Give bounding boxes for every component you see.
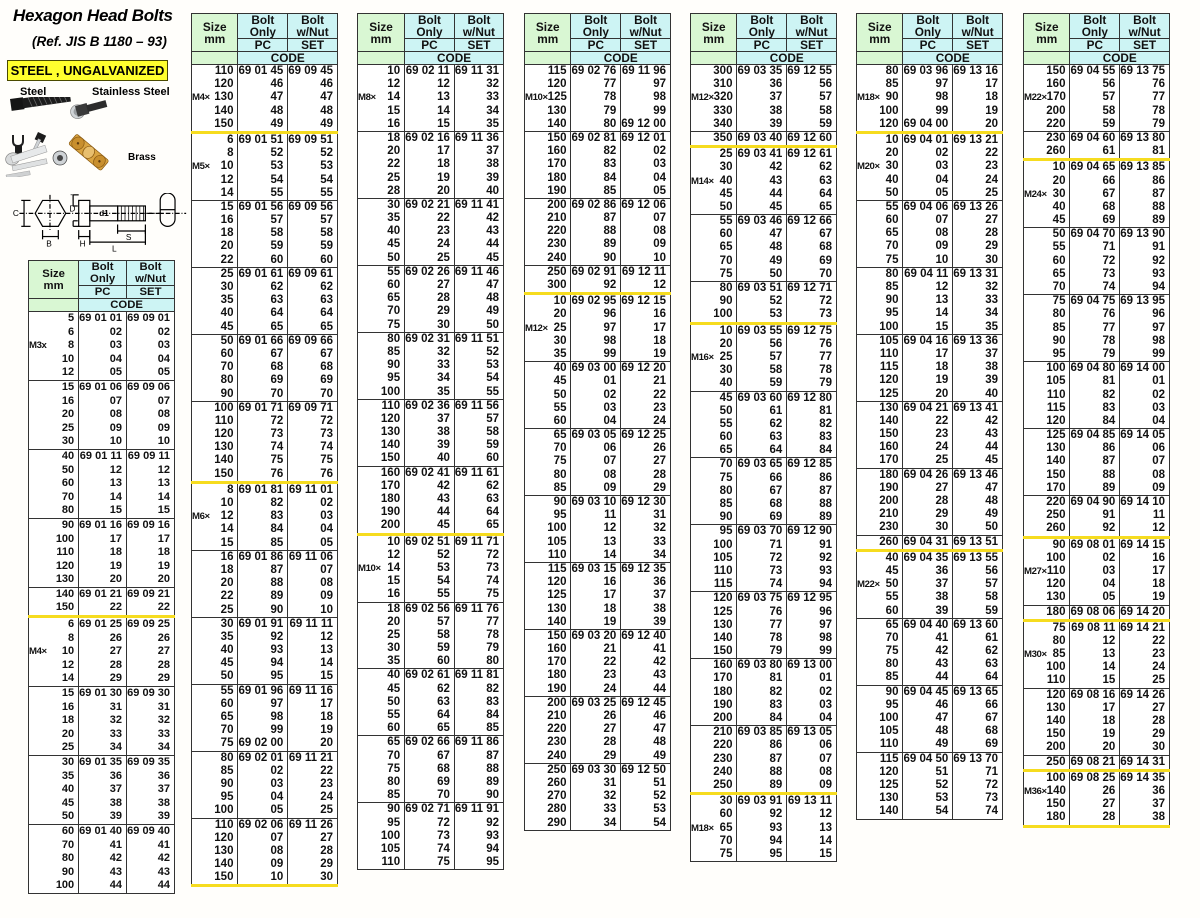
svg-text:D: D [69, 204, 75, 214]
svg-text:B: B [46, 239, 52, 249]
svg-text:S: S [126, 232, 132, 242]
svg-text:d1: d1 [99, 208, 109, 218]
svg-text:H: H [80, 239, 86, 249]
svg-text:L: L [112, 243, 117, 253]
svg-text:C: C [13, 208, 19, 218]
